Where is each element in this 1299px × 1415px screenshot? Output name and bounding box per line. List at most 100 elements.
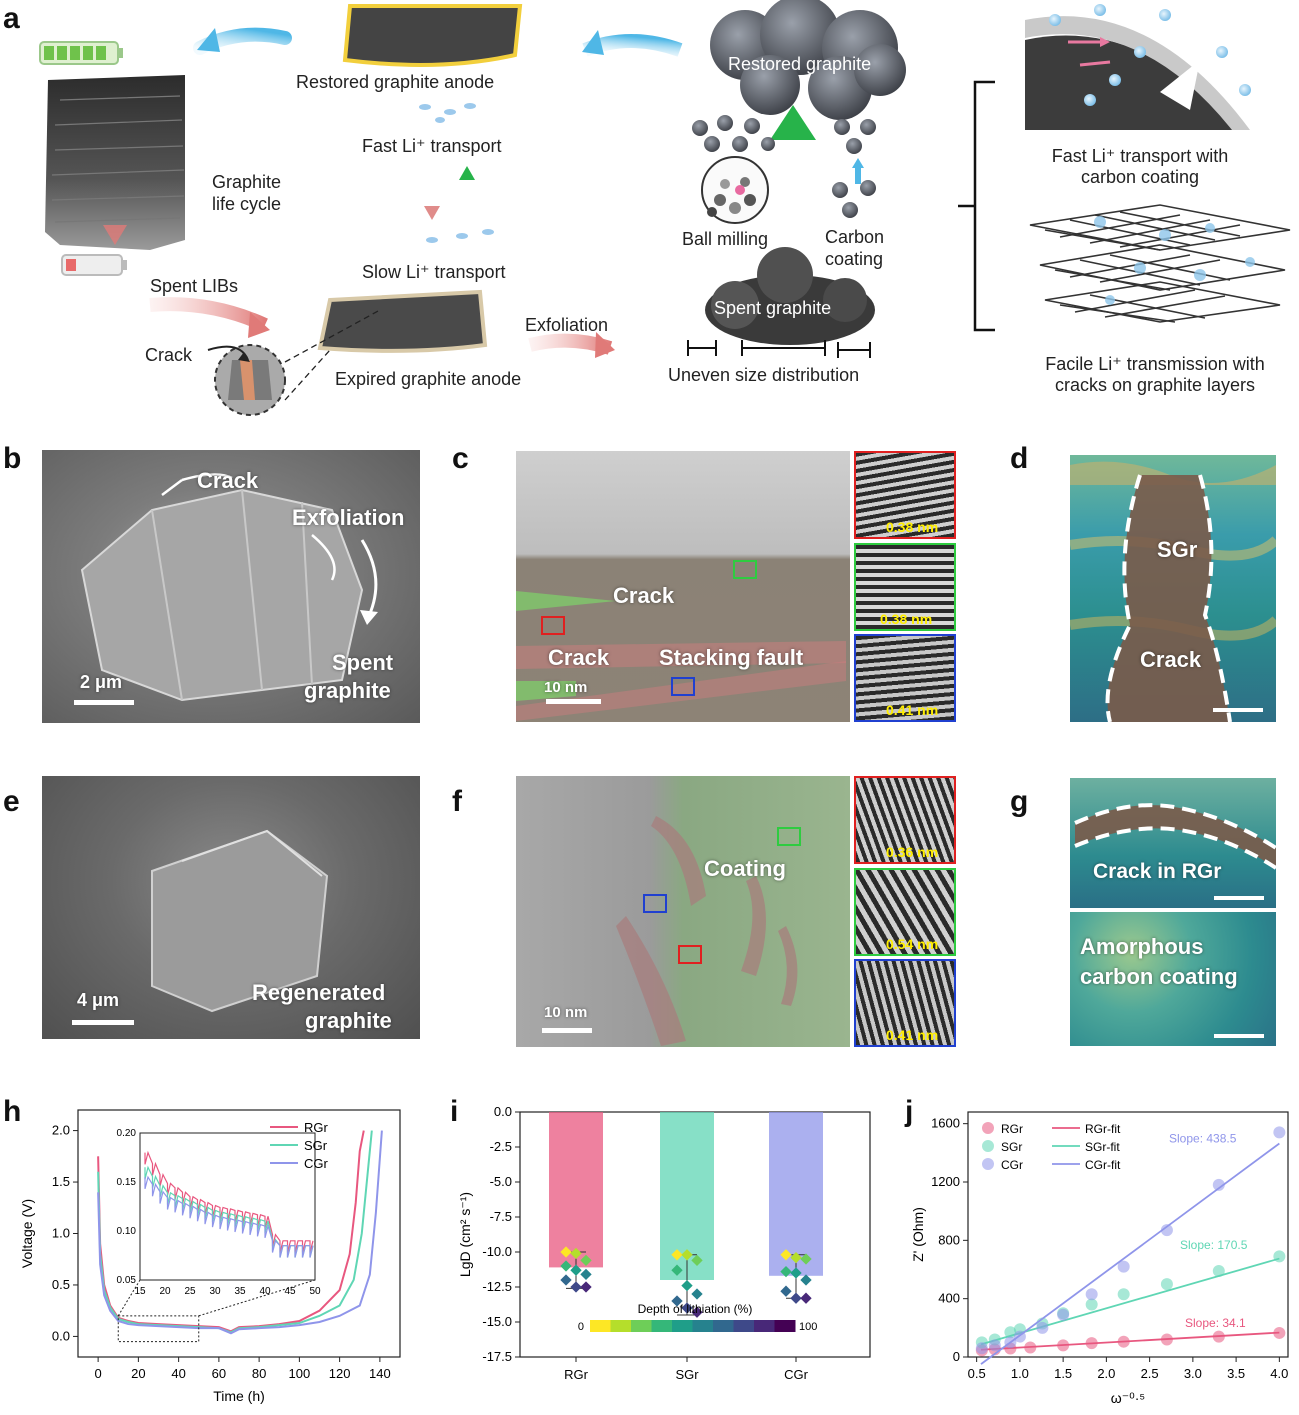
lithiation-point-SGr-4 (681, 1279, 693, 1292)
inset-x-tick-5: 40 (259, 1286, 271, 1297)
x-tick-label-h-4: 80 (252, 1366, 266, 1381)
panel-letter-j: j (905, 1095, 914, 1128)
afm-image-coating: Amorphous carbon coating (1070, 912, 1276, 1046)
plot-frame-j (967, 1111, 1289, 1358)
x-tick-label-j-3: 2.0 (1097, 1366, 1115, 1381)
sem-spent-label-1: Spent (332, 650, 394, 675)
data-point-CGr-6 (1085, 1288, 1098, 1301)
lithiation-point-CGr-6 (780, 1285, 792, 1297)
legend-label-SGr: SGr (1001, 1140, 1022, 1154)
tem-inset-green-f: 0.54 nm (854, 868, 956, 956)
particle-dots-right (832, 119, 876, 218)
lithiation-point-RGr-7 (570, 1281, 582, 1293)
inset-line-CGr (144, 1175, 314, 1258)
scale-bar-label-c: 10 nm (544, 679, 588, 696)
y-tick-label-i-3: -7.5 (490, 1209, 512, 1224)
x-tick-label-h-6: 120 (329, 1366, 351, 1381)
bar-RGr (549, 1112, 603, 1268)
data-point-CGr-1 (988, 1339, 1001, 1352)
colorbar-title: Depth of lithiation (%) (638, 1302, 753, 1316)
x-tick-label-h-0: 0 (95, 1366, 102, 1381)
x-tick-label-h-7: 140 (369, 1366, 391, 1381)
panel-letter-d: d (1010, 442, 1029, 475)
colorbar-segment-4 (672, 1320, 693, 1332)
tem-crack-label-2: Crack (548, 645, 610, 670)
x-axis-label-j: ω⁻⁰·⁵ (1111, 1390, 1145, 1406)
y-tick-label-i-5: -12.5 (482, 1279, 512, 1294)
legend-fit-label-CGr: CGr-fit (1085, 1158, 1121, 1172)
inset-x-tick-7: 50 (309, 1286, 321, 1297)
inset-x-tick-0: 15 (134, 1286, 146, 1297)
uneven-size-label: Uneven size distribution (668, 365, 860, 385)
data-point-SGr-10 (1273, 1250, 1286, 1263)
colorbar-segment-7 (733, 1320, 755, 1332)
graphite-stack-illustration (45, 75, 185, 250)
legend-label-CGr: CGr (1001, 1158, 1023, 1172)
colorbar-segment-5 (692, 1320, 714, 1332)
x-tick-label-h-2: 40 (171, 1366, 185, 1381)
lattice-spacing-c2: 0.38 nm (880, 611, 933, 627)
inset-y-tick-2: 0.15 (117, 1177, 137, 1188)
lithiation-point-CGr-2 (800, 1253, 812, 1265)
lithiation-point-RGr-3 (560, 1260, 572, 1272)
data-point-CGr-10 (1273, 1126, 1286, 1139)
afm-crack-rgr-label: Crack in RGr (1093, 860, 1222, 883)
data-point-CGr-8 (1160, 1224, 1173, 1237)
data-point-CGr-4 (1036, 1321, 1049, 1334)
y-tick-label-h-3: 1.5 (52, 1174, 70, 1189)
x-tick-label-h-1: 20 (131, 1366, 145, 1381)
tem-inset-blue-c: 0.41 nm (854, 634, 956, 722)
x-tick-label-j-5: 3.0 (1184, 1366, 1202, 1381)
y-tick-label-h-1: 0.5 (52, 1277, 70, 1292)
scale-bar-label-b: 2 μm (80, 672, 123, 692)
panel-letter-h: h (3, 1095, 22, 1128)
amorphous-label-2: carbon coating (1080, 964, 1238, 989)
fast-transport-label: Fast Li⁺ transport (362, 136, 502, 156)
x-tick-label-j-1: 1.0 (1011, 1366, 1029, 1381)
regen-label-1: Regenerated (252, 980, 386, 1005)
graphene-layers-illustration (1029, 204, 1291, 323)
data-point-SGr-6 (1085, 1298, 1098, 1311)
lgd-bar-chart: 0.0 -2.5 -5.0 -7.5 -10.0 -12.5 -15.0 -17.5 LgD (… (457, 1104, 871, 1382)
tem-inset-green-c: 0.38 nm (854, 543, 956, 631)
y-tick-label-j-2: 800 (938, 1232, 960, 1247)
amorphous-label-1: Amorphous (1080, 934, 1204, 959)
exfoliation-label: Exfoliation (525, 315, 609, 335)
particle-dots-left (692, 115, 775, 152)
cracks-caption: Facile Li⁺ transmission with cracks on gr… (1045, 354, 1265, 395)
x-axis-label-h: Time (h) (213, 1388, 265, 1404)
x-tick-label-j-2: 1.5 (1054, 1366, 1072, 1381)
data-point-RGr-7 (1160, 1333, 1173, 1346)
slope-label-CGr: Slope: 438.5 (1169, 1132, 1237, 1146)
lattice-spacing-c1: 0.38 nm (886, 519, 939, 535)
y-tick-label-h-4: 2.0 (52, 1123, 70, 1138)
full-battery-icon (39, 41, 123, 65)
tem-inset-blue-f: 0.41 nm (854, 959, 956, 1047)
scale-bar-label-f: 10 nm (544, 1004, 588, 1021)
lithiation-point-SGr-6 (671, 1295, 683, 1307)
data-point-RGr-9 (1273, 1326, 1286, 1339)
inset-x-tick-1: 20 (159, 1286, 171, 1297)
panel-letter-f: f (452, 785, 462, 818)
voltage-time-chart: 0 20 40 60 80 100 120 140 0.0 0.5 1.0 1.5 2.0 Time (h… (19, 1109, 401, 1404)
lattice-spacing-f3: 0.41 nm (886, 1027, 939, 1043)
legend-marker-CGr (982, 1158, 994, 1170)
ball-mill-icon (701, 156, 769, 224)
data-point-CGr-2 (1004, 1336, 1017, 1349)
impedance-scatter-chart: 0.5 1.0 1.5 2.0 2.5 3.0 3.5 4.0 0 400 800 1200 1600 ω… (910, 1111, 1289, 1406)
data-point-RGr-3 (1024, 1341, 1037, 1354)
x-tick-label-i-CGr: CGr (784, 1367, 809, 1382)
coating-caption: Fast Li⁺ transport with carbon coating (1051, 146, 1229, 187)
legend-marker-SGr (982, 1140, 994, 1152)
data-point-CGr-3 (1013, 1330, 1026, 1343)
sem-exfoliation-label: Exfoliation (292, 505, 405, 530)
data-point-RGr-8 (1212, 1330, 1225, 1343)
x-tick-label-j-6: 3.5 (1227, 1366, 1245, 1381)
inset-y-tick-1: 0.10 (117, 1226, 137, 1237)
colorbar-max: 100 (799, 1321, 817, 1333)
stacking-fault-label: Stacking fault (659, 645, 804, 670)
regen-label-2: graphite (305, 1008, 392, 1033)
tem-crack-label-1: Crack (613, 583, 675, 608)
lattice-spacing-c3: 0.41 nm (886, 702, 939, 718)
ball-milling-label: Ball milling (682, 229, 769, 249)
